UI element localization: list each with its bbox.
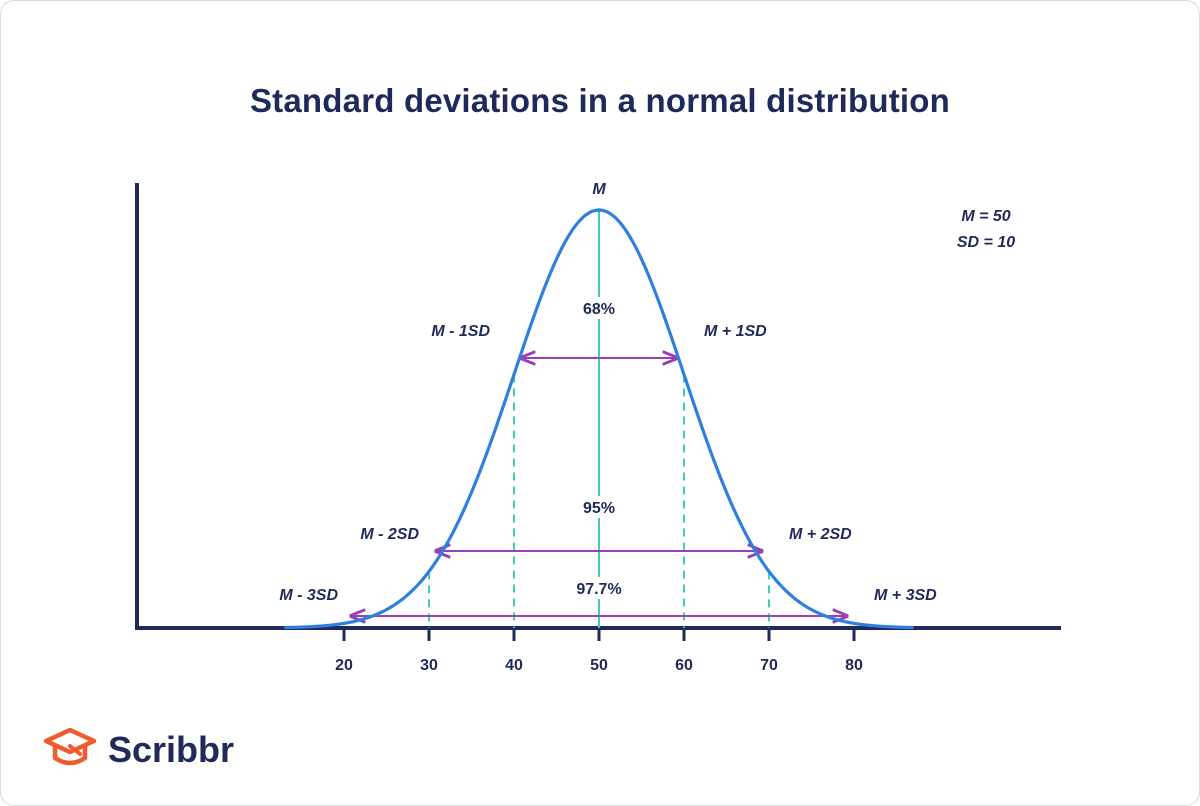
x-tick-label: 70 bbox=[760, 657, 778, 674]
range-percent-label: 68% bbox=[583, 301, 615, 318]
sd-point-label: M - 1SD bbox=[431, 323, 490, 340]
range-label-bg bbox=[569, 577, 629, 599]
x-tick-label: 30 bbox=[420, 657, 438, 674]
stats-label: SD = 10 bbox=[957, 234, 1015, 251]
range-percent-label: 97.7% bbox=[576, 581, 621, 598]
sd-point-label: M - 3SD bbox=[279, 587, 338, 604]
sd-point-label: M + 3SD bbox=[874, 587, 937, 604]
x-tick-label: 50 bbox=[590, 657, 608, 674]
x-tick-label: 20 bbox=[335, 657, 353, 674]
stats-label: M = 50 bbox=[961, 208, 1010, 225]
sd-point-label: M bbox=[592, 181, 606, 198]
brand-logo: Scribbr bbox=[42, 725, 234, 775]
sd-point-label: M + 2SD bbox=[789, 526, 852, 543]
range-percent-label: 95% bbox=[583, 500, 615, 517]
x-tick-label: 40 bbox=[505, 657, 523, 674]
sd-point-label: M - 2SD bbox=[360, 526, 419, 543]
normal-curve bbox=[284, 208, 914, 630]
graduation-cap-icon bbox=[42, 726, 98, 775]
sd-point-label: M + 1SD bbox=[704, 323, 767, 340]
x-tick-label: 60 bbox=[675, 657, 693, 674]
chart-title: Standard deviations in a normal distribu… bbox=[249, 82, 951, 119]
range-label-bg bbox=[569, 496, 629, 518]
x-tick-label: 80 bbox=[845, 657, 863, 674]
range-label-bg bbox=[569, 297, 629, 319]
brand-name: Scribbr bbox=[108, 729, 235, 770]
